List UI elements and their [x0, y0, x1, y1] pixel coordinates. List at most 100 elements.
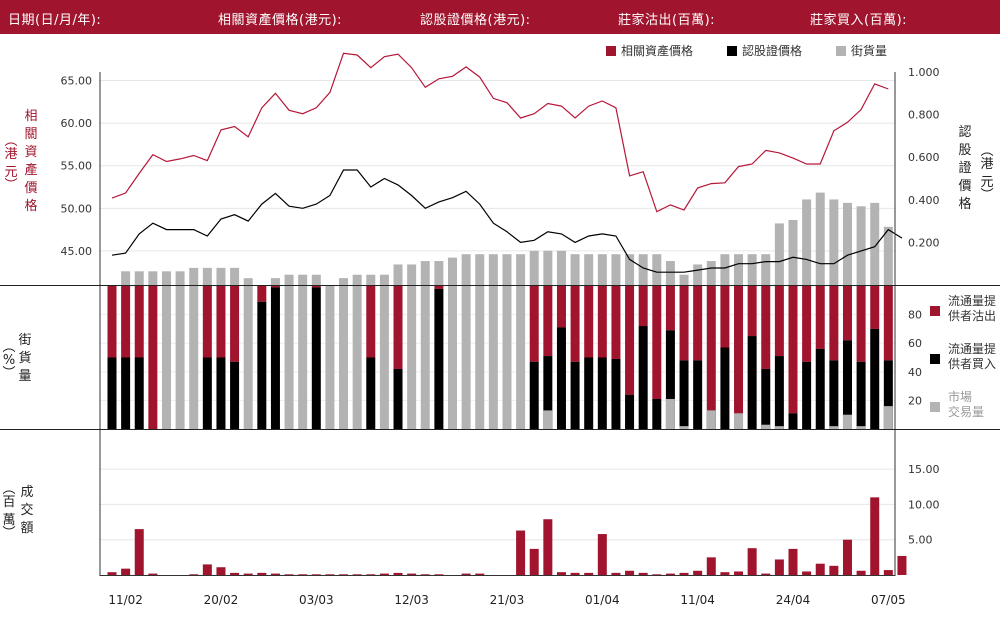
turnover-bar — [665, 573, 675, 576]
street-volume-bar — [202, 267, 212, 285]
no-trade-bar — [298, 286, 308, 429]
street-volume-bar — [434, 261, 444, 285]
street-volume-bar — [216, 267, 226, 285]
mm-buy-bar — [870, 328, 880, 429]
mm-buy-bar — [611, 358, 621, 429]
legend-market-text-1: 市場 — [948, 390, 973, 404]
street-volume-bar — [638, 254, 648, 285]
turnover-bar — [802, 571, 812, 575]
turnover-bar — [243, 573, 253, 576]
street-volume-bar — [270, 278, 280, 285]
street-volume-bar — [720, 254, 730, 285]
date-label: 日期(日/月/年): — [8, 13, 102, 28]
street-volume-bar — [652, 254, 662, 285]
mm-sell-bar — [788, 286, 798, 414]
no-trade-bar — [488, 286, 498, 429]
no-trade-bar — [407, 286, 417, 429]
mm-buy-bar — [883, 360, 893, 429]
market-volume-bar — [706, 410, 716, 429]
turnover-bar — [693, 570, 703, 575]
mm-buy-bar — [311, 287, 321, 429]
street-volume-bar — [230, 267, 240, 285]
mm-sell-bar — [829, 286, 839, 361]
mm-buy-bar — [665, 330, 675, 429]
legend-mm-buy-text-2: 供者買入 — [948, 357, 997, 371]
mm-sell-bar — [543, 286, 553, 357]
turnover-bar — [407, 573, 417, 576]
street-volume-bar — [311, 274, 321, 285]
right-top-unit: ︵ 港元 ︶ — [978, 145, 996, 202]
turnover-bar — [584, 572, 594, 575]
mm-buy-bar — [543, 356, 553, 429]
y-tick-pct: 80 — [908, 309, 922, 322]
mm-sell-bar — [148, 286, 158, 429]
y-tick-warrant: 0.400 — [908, 194, 940, 207]
mm-sell-bar — [856, 286, 866, 362]
y-tick-underlying: 50.00 — [61, 202, 93, 215]
street-volume-bar — [693, 264, 703, 285]
y-tick-pct: 20 — [908, 394, 922, 407]
mm-sell-bar — [311, 286, 321, 288]
mm-sell-bar — [761, 286, 771, 369]
mm-sell-bar — [625, 286, 635, 395]
mm-sell-bar — [747, 286, 757, 337]
turnover-bar — [856, 570, 866, 575]
street-volume-bar — [788, 219, 798, 285]
legend-mm-sell-text-1: 流通量提 — [948, 294, 997, 308]
turnover-bar — [774, 559, 784, 575]
street-volume-bar — [529, 250, 539, 285]
turnover-bar — [842, 539, 852, 575]
underlying-price-line — [111, 52, 889, 213]
mm-buy-bar — [216, 357, 226, 429]
street-volume-bar — [448, 257, 457, 285]
turnover-bar — [788, 548, 798, 575]
legend-underlying: 相關資產價格 — [606, 42, 693, 59]
x-tick-label: 11/04 — [680, 593, 715, 607]
axes — [0, 72, 1000, 576]
turnover-bar — [570, 572, 580, 575]
mm-sell-bar — [815, 286, 825, 349]
y-tick-turnover: 15.00 — [908, 463, 940, 476]
street-volume-bar — [516, 254, 526, 285]
turnover-bar — [393, 572, 403, 575]
street-volume-bar — [134, 271, 144, 285]
legend-mm-buy-swatch — [930, 354, 940, 364]
y-tick-underlying: 60.00 — [61, 117, 93, 130]
mm-sell-bar — [611, 286, 621, 359]
market-volume-bar — [734, 413, 744, 429]
legend-market-swatch — [930, 402, 940, 412]
legend-warrant-text: 認股證價格 — [742, 44, 803, 58]
no-trade-bar — [175, 286, 185, 429]
no-trade-bar — [516, 286, 526, 429]
info-header-bar: 日期(日/月/年): 相關資產價格(港元): 認股證價格(港元): 莊家沽出(百… — [0, 0, 1000, 34]
no-trade-bar — [475, 286, 485, 429]
no-trade-bar — [284, 286, 294, 429]
mm-sell-bar — [121, 286, 131, 358]
market-volume-bar — [774, 426, 784, 429]
mm-buy-bar — [679, 360, 689, 429]
right-top-unit-text: 港元 — [980, 157, 994, 190]
turnover-bar — [611, 572, 621, 575]
left-top-axis-text: 相關資產價格 — [24, 109, 38, 214]
no-trade-bar — [352, 286, 362, 429]
street-volume-bar — [747, 254, 757, 285]
left-mid-unit-text: % — [2, 353, 16, 368]
street-volume-bar — [175, 271, 185, 285]
mm-buy-bar — [842, 340, 852, 429]
street-volume-bars — [121, 192, 893, 285]
street-volume-bar — [461, 254, 471, 285]
no-trade-bar — [325, 286, 335, 429]
y-tick-turnover: 5.00 — [908, 534, 933, 547]
y-tick-warrant: 0.600 — [908, 151, 940, 164]
turnover-bar — [679, 572, 689, 575]
street-volume-bar — [243, 278, 253, 285]
mm-sell-bar — [652, 286, 662, 399]
mm-buy-bar — [202, 357, 212, 429]
x-tick-label: 20/02 — [204, 593, 239, 607]
street-volume-bar — [774, 223, 784, 285]
mm-buy-bar — [121, 357, 131, 429]
street-volume-bar — [556, 250, 566, 285]
mm-buy-bar — [815, 348, 825, 429]
y-tick-underlying: 55.00 — [61, 160, 93, 173]
